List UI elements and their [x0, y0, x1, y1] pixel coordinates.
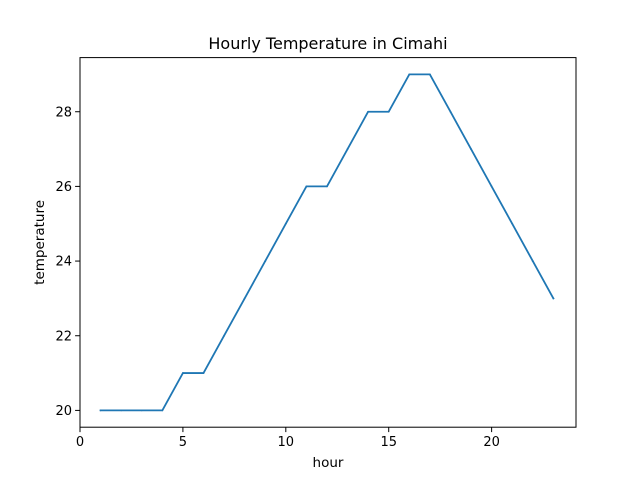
data-point	[243, 297, 246, 300]
x-tick-label: 10	[278, 435, 295, 450]
y-tick-label: 26	[55, 180, 72, 195]
x-tick-label: 0	[76, 435, 84, 450]
data-point	[387, 110, 390, 113]
data-point	[511, 222, 514, 225]
data-point	[284, 222, 287, 225]
data-point	[140, 409, 143, 412]
data-point	[367, 110, 370, 113]
x-tick-label: 15	[380, 435, 397, 450]
data-point	[428, 73, 431, 76]
y-axis: 20 22 24 26 28	[55, 105, 80, 419]
data-point	[490, 185, 493, 188]
y-tick-label: 28	[55, 105, 72, 120]
data-point	[99, 409, 102, 412]
data-point	[161, 409, 164, 412]
chart-title: Hourly Temperature in Cimahi	[208, 34, 447, 53]
y-tick-label: 20	[55, 404, 72, 419]
x-tick-label: 20	[483, 435, 500, 450]
data-point	[552, 297, 555, 300]
data-point	[305, 185, 308, 188]
plot-frame	[79, 57, 577, 428]
data-point	[120, 409, 123, 412]
data-point	[470, 148, 472, 150]
x-tick-label: 5	[179, 435, 187, 450]
data-point	[531, 260, 534, 262]
y-axis-label: temperature	[32, 200, 48, 285]
data-point	[223, 334, 225, 337]
series-line-0	[99, 73, 555, 412]
plot-area	[99, 73, 555, 412]
y-tick-label: 24	[55, 255, 72, 270]
data-point	[449, 110, 452, 113]
data-point	[346, 148, 349, 150]
data-point	[182, 372, 184, 374]
x-axis: 0 5 10 15 20	[76, 427, 500, 450]
x-axis-label: hour	[313, 455, 344, 471]
y-tick-label: 22	[55, 329, 72, 344]
data-point	[326, 185, 328, 188]
data-point	[264, 260, 267, 262]
data-point	[202, 372, 205, 374]
data-point	[408, 73, 411, 76]
